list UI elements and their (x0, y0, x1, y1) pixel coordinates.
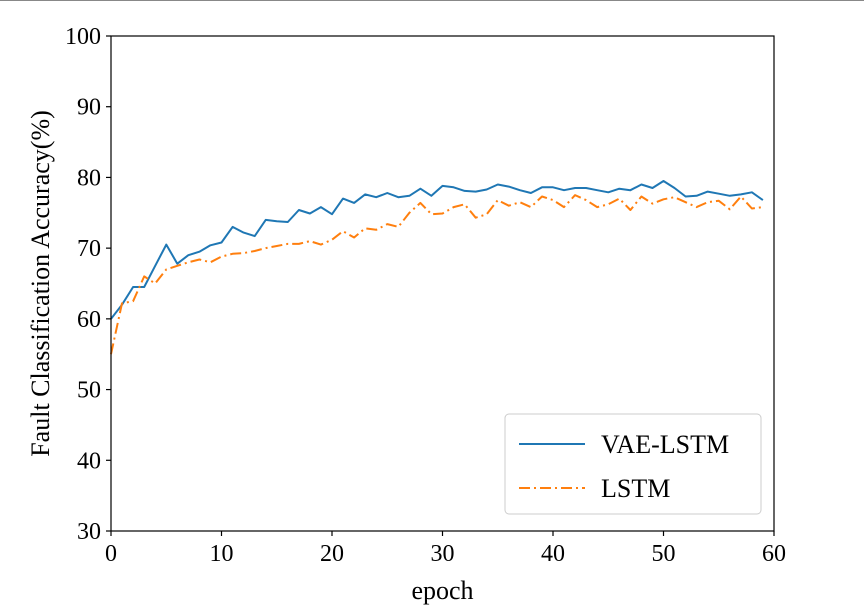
series-line-vae-lstm (110, 180, 764, 320)
y-tick-label: 40 (77, 448, 101, 474)
x-tick-label: 0 (105, 541, 117, 567)
y-tick-label: 50 (77, 378, 101, 404)
series-layer (110, 180, 764, 355)
page-top-rule (0, 0, 864, 1)
legend-label-vae-lstm: VAE-LSTM (601, 430, 729, 459)
y-tick-label: 30 (77, 519, 101, 545)
y-tick-label: 60 (77, 307, 101, 333)
legend-label-lstm: LSTM (601, 474, 670, 503)
x-tick-label: 10 (210, 541, 234, 567)
y-axis-label: Fault Classification Accuracy(%) (26, 110, 55, 457)
x-tick-label: 20 (320, 541, 344, 567)
legend: VAE-LSTM LSTM (504, 413, 762, 515)
x-tick-label: 40 (541, 541, 565, 567)
x-tick-label: 50 (652, 541, 676, 567)
x-tick-label: 30 (431, 541, 455, 567)
axes-layer: 0 10 20 30 40 50 60 30 40 50 60 70 80 90 100 (65, 24, 786, 567)
y-tick-label: 80 (77, 165, 101, 191)
y-tick-label: 70 (77, 236, 101, 262)
series-line-lstm (110, 194, 764, 355)
y-tick-label: 90 (77, 95, 101, 121)
x-tick-label: 60 (762, 541, 786, 567)
y-tick-label: 100 (65, 24, 101, 50)
x-axis-label: epoch (411, 576, 473, 605)
